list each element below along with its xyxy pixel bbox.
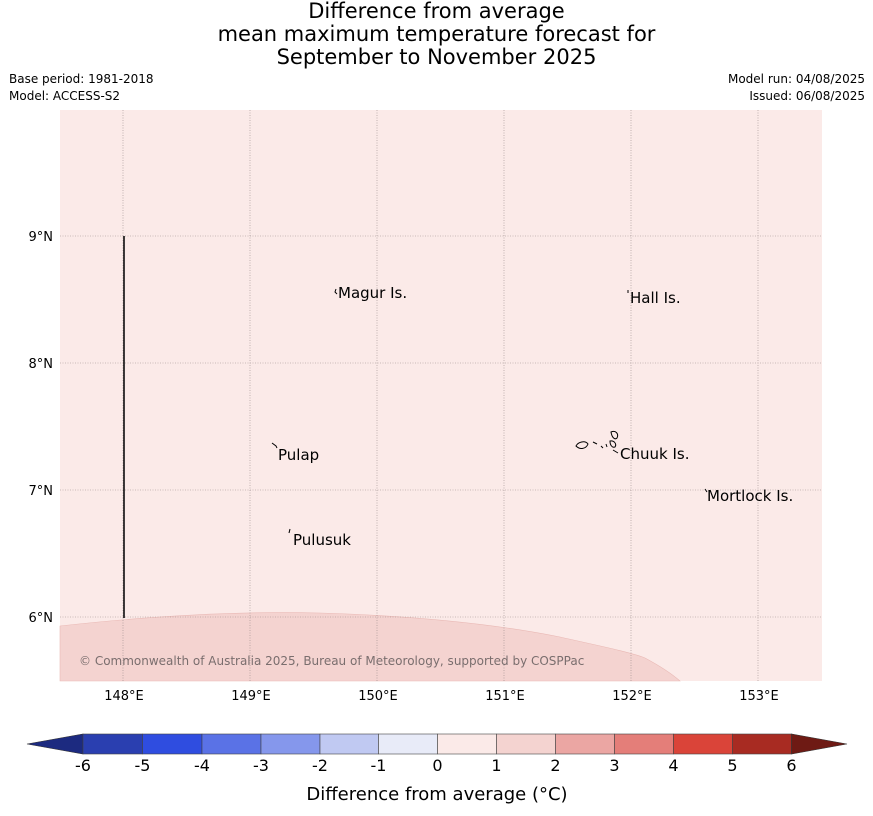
gridlines: [60, 110, 822, 681]
model-run: Model run: 04/08/2025: [727, 72, 865, 86]
colorbar-swatches: [82, 733, 792, 755]
lat-tick-6: 6°N: [29, 611, 54, 626]
lat-tick-8: 8°N: [29, 357, 54, 372]
swatch-3-4: [614, 733, 674, 755]
colorbar-high-extend: [791, 733, 848, 755]
meta-left: Base period: 1981-2018 Model: ACCESS-S2: [9, 71, 154, 105]
meta-right: Model run: 04/08/2025 Issued: 06/08/2025: [728, 71, 865, 105]
lon-tick-151: 151°E: [485, 689, 525, 704]
colorbar: -6 -5 -4 -3 -2 -1 0 1 2 3 4 5 6 Differen…: [26, 733, 848, 805]
cbar-tick-m6: -6: [75, 756, 91, 775]
place-label-chuuk: Chuuk Is.: [620, 445, 689, 463]
place-label-hall: Hall Is.: [630, 289, 681, 307]
latitude-tick-labels: 9°N 8°N 7°N 6°N: [29, 230, 54, 626]
copyright-text: © Commonwealth of Australia 2025, Bureau…: [79, 654, 584, 668]
longitude-tick-labels: 148°E 149°E 150°E 151°E 152°E 153°E: [104, 689, 779, 704]
swatch-4-5: [673, 733, 733, 755]
place-label-pulusuk: Pulusuk: [293, 531, 351, 549]
swatch-2-3: [555, 733, 615, 755]
cbar-tick-0: 0: [432, 756, 442, 775]
place-label-magur: Magur Is.: [338, 284, 407, 302]
place-label-pulap: Pulap: [278, 446, 319, 464]
title-line-2: mean maximum temperature forecast for: [217, 22, 656, 46]
colorbar-low-extend: [26, 733, 84, 755]
colorbar-label: Difference from average (°C): [306, 784, 567, 805]
cbar-tick-m2: -2: [312, 756, 328, 775]
swatch-5-6: [732, 733, 792, 755]
issued-date: Issued: 06/08/2025: [749, 89, 865, 103]
chuuk-lagoon-shape: [575, 431, 619, 454]
mortlock-island-shape: [704, 488, 708, 493]
cbar-tick-3: 3: [609, 756, 619, 775]
lat-tick-7: 7°N: [29, 484, 54, 499]
cbar-tick-4: 4: [668, 756, 678, 775]
cbar-tick-6: 6: [786, 756, 796, 775]
lon-tick-150: 150°E: [358, 689, 398, 704]
swatch-m6-m5: [82, 733, 143, 755]
cbar-tick-m3: -3: [253, 756, 269, 775]
pulap-island-shape: [271, 442, 278, 449]
cbar-tick-m4: -4: [194, 756, 210, 775]
swatch-m5-m4: [142, 733, 203, 755]
swatch-m3-m2: [260, 733, 321, 755]
model-name: Model: ACCESS-S2: [9, 89, 121, 103]
title-line-3: September to November 2025: [276, 45, 597, 69]
lon-tick-152: 152°E: [612, 689, 652, 704]
swatch-0-1: [437, 733, 497, 755]
pulusuk-island-shape: [288, 528, 291, 534]
cbar-tick-1: 1: [491, 756, 501, 775]
cbar-tick-5: 5: [727, 756, 737, 775]
cbar-tick-m5: -5: [135, 756, 151, 775]
lon-tick-148: 148°E: [104, 689, 144, 704]
anomaly-band-1-2: [59, 612, 681, 682]
lat-tick-9: 9°N: [29, 230, 54, 245]
map-title: Difference from average mean maximum tem…: [0, 0, 873, 69]
cbar-tick-m1: -1: [371, 756, 387, 775]
swatch-m2-m1: [319, 733, 379, 755]
colorbar-tick-labels: -6 -5 -4 -3 -2 -1 0 1 2 3 4 5 6: [75, 756, 797, 775]
island-shapes: [271, 288, 708, 534]
lon-tick-153: 153°E: [739, 689, 779, 704]
title-line-1: Difference from average: [308, 0, 565, 23]
magur-island-shape: [334, 288, 338, 295]
swatch-m1-0: [378, 733, 438, 755]
swatch-m4-m3: [201, 733, 262, 755]
place-labels: Magur Is. Hall Is. Pulap Chuuk Is. Mortl…: [278, 284, 793, 549]
map-background: [60, 110, 822, 681]
lon-tick-149: 149°E: [231, 689, 271, 704]
swatch-1-2: [496, 733, 556, 755]
place-label-mortlock: Mortlock Is.: [707, 487, 793, 505]
cbar-tick-2: 2: [550, 756, 560, 775]
base-period: Base period: 1981-2018: [9, 72, 154, 86]
